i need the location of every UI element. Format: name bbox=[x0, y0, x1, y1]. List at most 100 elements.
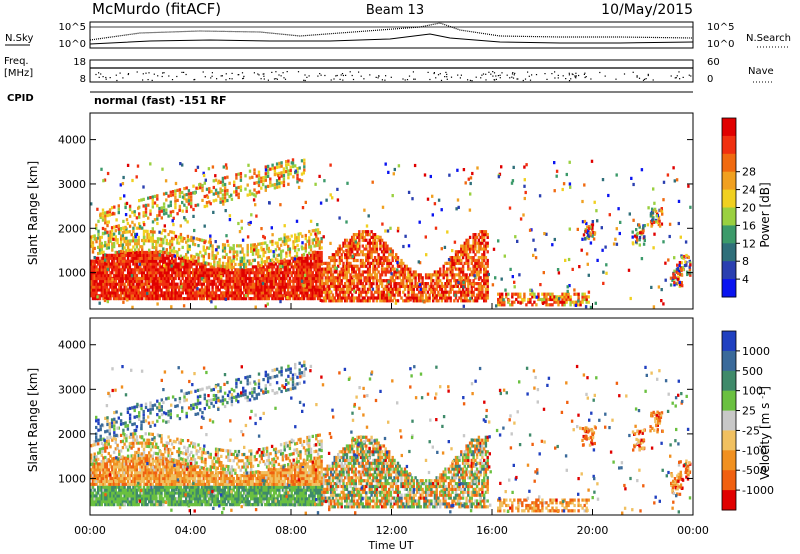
heatmap-cell bbox=[275, 182, 279, 186]
heatmap-cell bbox=[151, 268, 154, 272]
heatmap-cell bbox=[213, 265, 216, 269]
heatmap-cell bbox=[287, 288, 290, 292]
heatmap-cell bbox=[183, 282, 186, 286]
nave-point bbox=[105, 78, 107, 80]
heatmap-cell bbox=[316, 262, 320, 266]
heatmap-cell bbox=[262, 176, 265, 180]
heatmap-cell bbox=[309, 265, 313, 269]
heatmap-cell bbox=[483, 282, 486, 286]
heatmap-cell bbox=[301, 259, 304, 263]
heatmap-cell bbox=[384, 244, 387, 248]
heatmap-cell bbox=[230, 294, 234, 298]
heatmap-cell bbox=[564, 258, 567, 262]
heatmap-cell bbox=[121, 182, 125, 186]
freq-label-line1: Freq. bbox=[4, 56, 29, 67]
heatmap-cell bbox=[423, 173, 427, 177]
heatmap-cell bbox=[442, 270, 445, 274]
heatmap-cell bbox=[147, 216, 150, 220]
heatmap-cell bbox=[141, 274, 144, 278]
heatmap-cell bbox=[160, 256, 163, 260]
heatmap-cell bbox=[499, 303, 502, 307]
heatmap-cell bbox=[433, 273, 437, 277]
heatmap-cell bbox=[272, 294, 276, 298]
heatmap-cell bbox=[126, 288, 130, 292]
heatmap-cell bbox=[243, 253, 246, 257]
heatmap-cell bbox=[248, 297, 251, 301]
heatmap-cell bbox=[657, 285, 661, 289]
heatmap-cell bbox=[98, 485, 102, 489]
heatmap-cell bbox=[144, 282, 147, 286]
heatmap-cell bbox=[250, 249, 253, 253]
heatmap-cell bbox=[234, 297, 237, 301]
heatmap-cell bbox=[354, 264, 357, 268]
heatmap-cell bbox=[590, 159, 594, 163]
heatmap-cell bbox=[391, 290, 394, 294]
heatmap-cell bbox=[318, 246, 321, 250]
heatmap-cell bbox=[139, 291, 142, 295]
heatmap-cell bbox=[90, 471, 93, 475]
heatmap-cell bbox=[281, 285, 285, 289]
heatmap-cell bbox=[95, 237, 98, 241]
heatmap-cell bbox=[91, 288, 95, 292]
heatmap-cell bbox=[241, 250, 244, 254]
heatmap-cell bbox=[534, 248, 537, 252]
heatmap-cell bbox=[589, 232, 592, 236]
nave-point bbox=[499, 77, 501, 79]
heatmap-cell bbox=[279, 259, 283, 263]
heatmap-cell bbox=[158, 297, 161, 301]
heatmap-cell bbox=[640, 168, 644, 172]
heatmap-cell bbox=[294, 265, 297, 269]
heatmap-cell bbox=[629, 296, 632, 301]
heatmap-cell bbox=[660, 299, 663, 303]
heatmap-cell bbox=[405, 267, 408, 271]
heatmap-cell bbox=[472, 258, 475, 263]
heatmap-cell bbox=[135, 288, 139, 292]
heatmap-cell bbox=[266, 168, 270, 172]
heatmap-cell bbox=[125, 265, 128, 269]
heatmap-cell bbox=[260, 227, 263, 231]
heatmap-cell bbox=[181, 282, 184, 286]
heatmap-cell bbox=[403, 273, 407, 277]
nave-point bbox=[575, 72, 577, 74]
heatmap-cell bbox=[216, 279, 219, 283]
heatmap-cell bbox=[156, 214, 159, 218]
heatmap-cell bbox=[600, 226, 603, 230]
heatmap-cell bbox=[177, 262, 181, 266]
heatmap-cell bbox=[329, 256, 333, 260]
heatmap-cell bbox=[329, 296, 333, 300]
heatmap-cell bbox=[573, 300, 576, 304]
nave-point bbox=[168, 75, 170, 77]
heatmap-cell bbox=[483, 264, 486, 268]
heatmap-cell bbox=[174, 259, 177, 263]
heatmap-cell bbox=[288, 268, 292, 272]
heatmap-cell bbox=[336, 187, 339, 191]
heatmap-cell bbox=[649, 214, 653, 218]
heatmap-cell bbox=[365, 276, 368, 280]
heatmap-cell bbox=[257, 255, 260, 259]
heatmap-cell bbox=[352, 284, 356, 288]
heatmap-cell bbox=[264, 250, 267, 254]
heatmap-cell bbox=[246, 247, 249, 251]
heatmap-cell bbox=[451, 270, 454, 274]
heatmap-cell bbox=[148, 271, 151, 275]
heatmap-cell bbox=[122, 175, 125, 180]
heatmap-cell bbox=[183, 265, 186, 269]
heatmap-cell bbox=[344, 267, 347, 271]
heatmap-cell bbox=[365, 299, 368, 303]
heatmap-cell bbox=[227, 297, 230, 301]
heatmap-cell bbox=[456, 279, 459, 283]
heatmap-cell bbox=[260, 294, 263, 298]
nave-point bbox=[241, 72, 244, 74]
heatmap-cell bbox=[469, 297, 472, 301]
heatmap-cell bbox=[380, 290, 384, 294]
nave-point bbox=[161, 75, 163, 78]
heatmap-cell bbox=[318, 250, 321, 255]
heatmap-cell bbox=[289, 165, 292, 169]
heatmap-cell bbox=[287, 294, 290, 298]
nave-point bbox=[330, 79, 332, 81]
nave-point bbox=[522, 79, 524, 82]
heatmap-cell bbox=[148, 297, 151, 301]
heatmap-cell bbox=[439, 293, 442, 297]
heatmap-cell bbox=[318, 282, 321, 286]
heatmap-cell bbox=[372, 261, 375, 265]
